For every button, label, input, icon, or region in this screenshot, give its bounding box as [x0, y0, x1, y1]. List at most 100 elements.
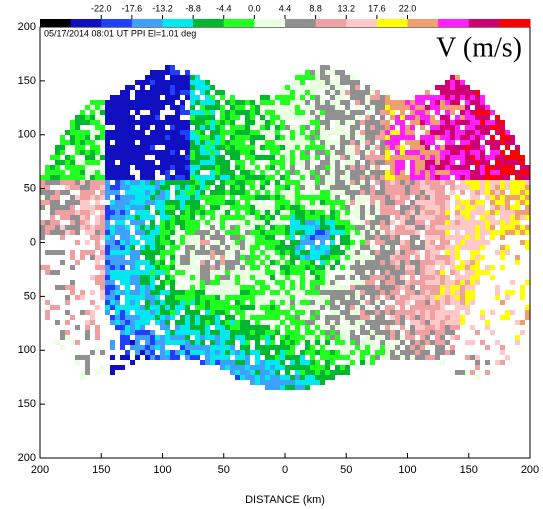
radar-pixel: [75, 175, 80, 180]
radar-pixel: [265, 205, 270, 210]
radar-pixel: [195, 280, 200, 285]
radar-pixel: [205, 120, 210, 125]
radar-pixel: [390, 310, 395, 315]
radar-pixel: [210, 170, 215, 175]
radar-pixel: [495, 155, 500, 160]
radar-pixel: [185, 165, 190, 170]
radar-pixel: [105, 245, 110, 250]
radar-pixel: [480, 190, 485, 195]
radar-pixel: [435, 185, 440, 190]
radar-pixel: [365, 280, 370, 285]
radar-pixel: [340, 125, 345, 130]
radar-pixel: [315, 220, 320, 225]
radar-pixel: [125, 355, 130, 360]
radar-pixel: [515, 155, 520, 160]
radar-pixel: [425, 310, 430, 315]
radar-pixel: [280, 180, 285, 185]
radar-pixel: [500, 190, 505, 195]
radar-pixel: [310, 70, 315, 75]
radar-pixel: [135, 150, 140, 155]
radar-pixel: [115, 135, 120, 140]
radar-pixel: [525, 185, 530, 190]
radar-pixel: [160, 100, 165, 105]
radar-pixel: [185, 320, 190, 325]
radar-pixel: [335, 70, 340, 75]
radar-pixel: [205, 335, 210, 340]
radar-pixel: [425, 320, 430, 325]
radar-pixel: [445, 350, 450, 355]
radar-pixel: [270, 205, 275, 210]
radar-pixel: [155, 165, 160, 170]
radar-pixel: [130, 240, 135, 245]
radar-pixel: [285, 320, 290, 325]
radar-pixel: [470, 220, 475, 225]
radar-pixel: [360, 270, 365, 275]
radar-pixel: [105, 110, 110, 115]
radar-pixel: [260, 315, 265, 320]
radar-pixel: [95, 195, 100, 200]
radar-pixel: [340, 155, 345, 160]
radar-pixel: [105, 145, 110, 150]
radar-pixel: [310, 380, 315, 385]
radar-pixel: [260, 285, 265, 290]
radar-pixel: [235, 330, 240, 335]
radar-pixel: [525, 195, 530, 200]
radar-pixel: [450, 85, 455, 90]
radar-pixel: [465, 290, 470, 295]
radar-pixel: [95, 305, 100, 310]
radar-pixel: [200, 195, 205, 200]
radar-pixel: [190, 350, 195, 355]
radar-pixel: [390, 130, 395, 135]
radar-pixel: [490, 230, 495, 235]
radar-pixel: [520, 215, 525, 220]
radar-pixel: [385, 255, 390, 260]
radar-pixel: [460, 185, 465, 190]
radar-pixel: [130, 245, 135, 250]
radar-pixel: [275, 320, 280, 325]
radar-pixel: [215, 295, 220, 300]
radar-pixel: [250, 205, 255, 210]
radar-pixel: [160, 180, 165, 185]
radar-pixel: [210, 125, 215, 130]
radar-pixel: [315, 170, 320, 175]
radar-pixel: [335, 160, 340, 165]
radar-pixel: [330, 170, 335, 175]
radar-pixel: [225, 250, 230, 255]
radar-pixel: [170, 70, 175, 75]
colorbar-swatch: [438, 19, 469, 27]
radar-pixel: [190, 75, 195, 80]
radar-pixel: [415, 250, 420, 255]
radar-pixel: [130, 180, 135, 185]
radar-pixel: [115, 100, 120, 105]
radar-pixel: [390, 100, 395, 105]
radar-pixel: [330, 235, 335, 240]
radar-pixel: [310, 360, 315, 365]
radar-pixel: [300, 110, 305, 115]
radar-pixel: [345, 105, 350, 110]
radar-pixel: [340, 340, 345, 345]
radar-pixel: [290, 145, 295, 150]
radar-pixel: [210, 350, 215, 355]
radar-pixel: [175, 185, 180, 190]
radar-pixel: [140, 155, 145, 160]
radar-pixel: [365, 260, 370, 265]
radar-pixel: [365, 270, 370, 275]
radar-pixel: [300, 160, 305, 165]
radar-pixel: [425, 290, 430, 295]
radar-pixel: [170, 155, 175, 160]
radar-pixel: [205, 260, 210, 265]
radar-pixel: [510, 195, 515, 200]
radar-pixel: [150, 70, 155, 75]
radar-pixel: [465, 305, 470, 310]
radar-pixel: [255, 105, 260, 110]
radar-pixel: [105, 270, 110, 275]
radar-pixel: [390, 320, 395, 325]
radar-pixel: [255, 285, 260, 290]
radar-pixel: [210, 110, 215, 115]
radar-pixel: [435, 305, 440, 310]
radar-pixel: [205, 285, 210, 290]
radar-pixel: [85, 210, 90, 215]
radar-pixel: [450, 170, 455, 175]
radar-pixel: [190, 115, 195, 120]
radar-pixel: [285, 150, 290, 155]
